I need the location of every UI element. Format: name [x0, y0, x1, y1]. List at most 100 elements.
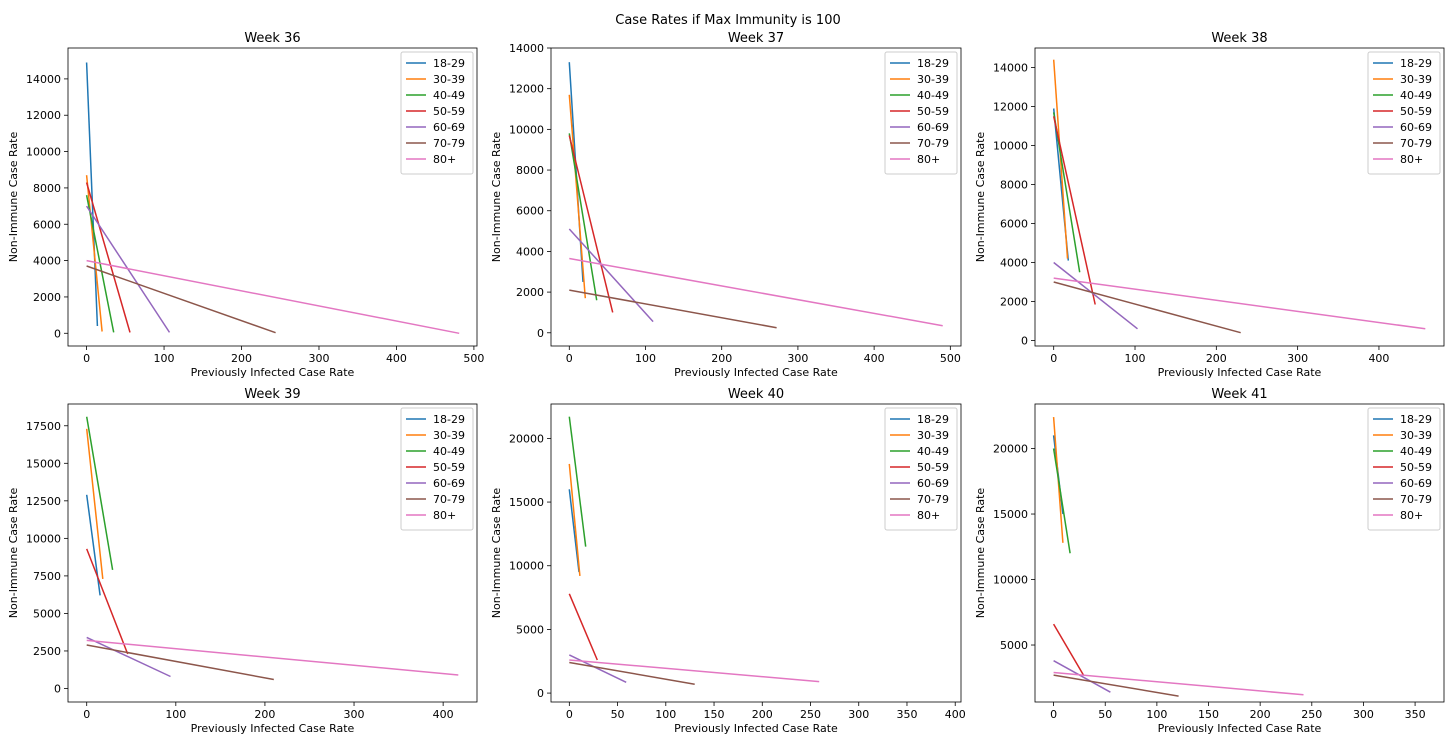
- legend-label: 40-49: [433, 445, 465, 458]
- y-tick-label: 6000: [1000, 218, 1028, 231]
- legend-label: 60-69: [1400, 121, 1432, 134]
- axes-frame: [1034, 47, 1445, 347]
- legend-label: 30-39: [433, 73, 465, 86]
- y-tick-label: 10000: [26, 146, 61, 159]
- series-line-50-59: [568, 593, 598, 661]
- y-tick-label: 15000: [509, 496, 544, 509]
- y-tick-label: 0: [54, 682, 61, 695]
- legend: 18-29 30-39 40-49 50-59 60-69 70-79 80+: [884, 407, 958, 531]
- x-tick-label: 150: [1198, 708, 1219, 721]
- series-line-60-69: [568, 654, 627, 683]
- legend-label: 80+: [433, 509, 456, 522]
- subplot-1: 0 100 200 300 400 500 0 2000 4000 6000 8000 10000 12…: [7, 31, 484, 379]
- x-axis-label: Previously Infected Case Rate: [1158, 366, 1322, 379]
- x-tick-label: 200: [711, 352, 732, 365]
- subplot-title: Week 40: [728, 387, 784, 402]
- x-axis-label: Previously Infected Case Rate: [191, 722, 355, 735]
- legend-label: 60-69: [1400, 477, 1432, 490]
- x-axis-label: Previously Infected Case Rate: [674, 366, 838, 379]
- legend-label: 50-59: [433, 105, 465, 118]
- series-line-70-79: [569, 289, 777, 329]
- y-tick-label: 20000: [993, 443, 1028, 456]
- legend-label: 18-29: [1400, 57, 1432, 70]
- legend-label: 30-39: [1400, 73, 1432, 86]
- x-tick-label: 250: [1301, 708, 1322, 721]
- y-axis-label: Non-Immune Case Rate: [490, 488, 503, 619]
- y-tick-label: 17500: [26, 420, 61, 433]
- x-tick-label: 50: [1098, 708, 1112, 721]
- y-tick-label: 4000: [33, 255, 61, 268]
- subplot-title: Week 41: [1211, 387, 1267, 402]
- y-tick-label: 4000: [1000, 257, 1028, 270]
- axes-frame: [67, 47, 478, 347]
- legend-label: 18-29: [917, 413, 949, 426]
- legend-label: 50-59: [917, 105, 949, 118]
- y-axis-label: Non-Immune Case Rate: [7, 132, 20, 263]
- y-tick-label: 10000: [993, 140, 1028, 153]
- subplot-2: 0 100 200 300 400 500 0 2000 4000 6000 8000 10000 12…: [490, 31, 962, 379]
- series-line-80plus: [569, 659, 820, 683]
- x-tick-label: 350: [1405, 708, 1426, 721]
- x-tick-label: 0: [1050, 352, 1057, 365]
- subplot-5: 0 50 100 150 200 250 300 350 400 0 5000 10000 15000 2…: [490, 387, 966, 735]
- y-tick-label: 8000: [33, 182, 61, 195]
- legend-label: 70-79: [917, 137, 949, 150]
- series-line-80plus: [569, 257, 943, 327]
- series-line-70-79: [86, 644, 274, 681]
- series-line-30-39: [85, 428, 104, 579]
- series-line-70-79: [86, 265, 276, 334]
- x-tick-label: 400: [945, 708, 966, 721]
- subplot-grid: 0 100 200 300 400 500020004000600080001000012…: [7, 31, 1445, 735]
- x-tick-label: 200: [752, 708, 773, 721]
- y-axis-label: Non-Immune Case Rate: [7, 488, 20, 619]
- y-tick-label: 15000: [26, 457, 61, 470]
- y-tick-label: 2500: [33, 645, 61, 658]
- legend-label: 18-29: [433, 413, 465, 426]
- subplot-title: Week 37: [728, 31, 784, 46]
- y-tick-label: 10000: [26, 532, 61, 545]
- legend-label: 18-29: [917, 57, 949, 70]
- legend: 18-29 30-39 40-49 50-59 60-69 70-79 80+: [884, 51, 958, 175]
- y-tick-label: 6000: [516, 205, 544, 218]
- axes-frame: [67, 403, 478, 703]
- x-tick-label: 50: [611, 708, 625, 721]
- series-line-30-39: [85, 175, 103, 332]
- x-tick-label: 0: [83, 708, 90, 721]
- legend-label: 40-49: [917, 445, 949, 458]
- y-tick-label: 5000: [1000, 639, 1028, 652]
- y-tick-label: 14000: [509, 42, 544, 55]
- y-tick-label: 8000: [1000, 179, 1028, 192]
- y-tick-label: 8000: [516, 164, 544, 177]
- x-tick-label: 500: [463, 352, 484, 365]
- y-tick-label: 10000: [993, 574, 1028, 587]
- legend-label: 80+: [433, 153, 456, 166]
- y-tick-label: 0: [1021, 335, 1028, 348]
- y-tick-label: 14000: [993, 62, 1028, 75]
- subplot-title: Week 39: [244, 387, 300, 402]
- series-line-50-59: [1052, 623, 1085, 676]
- series-line-40-49: [568, 416, 587, 547]
- legend-label: 50-59: [1400, 105, 1432, 118]
- legend-label: 60-69: [917, 121, 949, 134]
- series-line-70-79: [1053, 281, 1241, 334]
- series-line-50-59: [86, 548, 129, 655]
- legend-label: 80+: [1400, 509, 1423, 522]
- x-tick-label: 350: [896, 708, 917, 721]
- subplot-title: Week 36: [244, 31, 300, 46]
- x-tick-label: 400: [433, 708, 454, 721]
- x-tick-label: 400: [1368, 352, 1389, 365]
- series-line-80plus: [86, 259, 460, 335]
- legend-label: 70-79: [433, 137, 465, 150]
- y-tick-label: 12000: [26, 109, 61, 122]
- series-line-60-69: [86, 636, 171, 678]
- x-tick-label: 100: [154, 352, 175, 365]
- x-tick-label: 400: [386, 352, 407, 365]
- x-tick-label: 300: [1353, 708, 1374, 721]
- subplot-3: 0 100 200 300 400020004000600080001000012000…: [974, 31, 1445, 379]
- series-line-50-59: [1052, 116, 1096, 305]
- legend-label: 30-39: [1400, 429, 1432, 442]
- y-tick-label: 0: [537, 687, 544, 700]
- x-tick-label: 300: [1287, 352, 1308, 365]
